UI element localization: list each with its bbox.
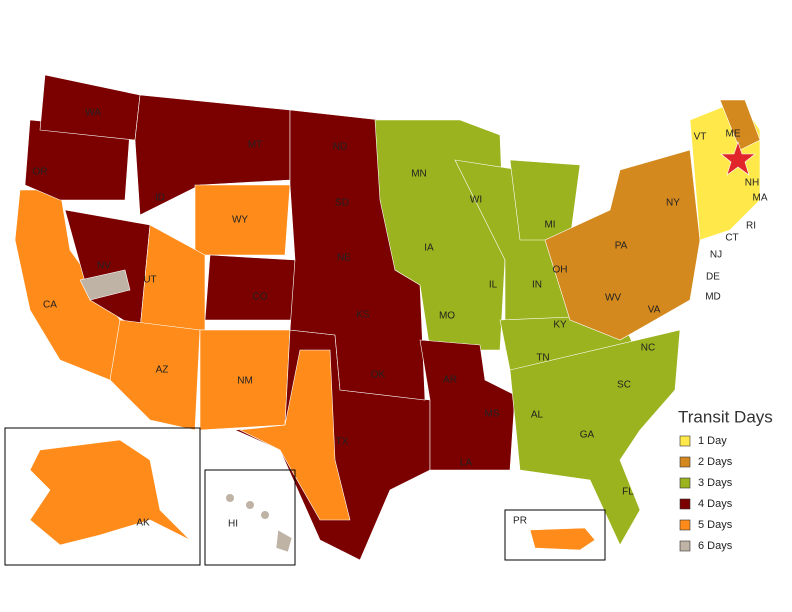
- pr-inset: [504, 509, 606, 561]
- insets: [4, 427, 606, 566]
- alaska-inset: [4, 427, 201, 566]
- region-4: [419, 339, 516, 471]
- state-label: RI: [746, 221, 756, 232]
- hawaii-inset: [204, 469, 296, 566]
- region-3: [509, 329, 681, 546]
- region-6: [261, 511, 269, 519]
- region-6: [246, 501, 254, 509]
- state-label: KS: [356, 310, 370, 321]
- region-6: [226, 494, 234, 502]
- state-label: SD: [335, 198, 349, 209]
- state-label: ND: [333, 142, 347, 153]
- state-label: IL: [489, 280, 498, 291]
- state-label: NY: [666, 198, 680, 209]
- legend-swatch: [679, 435, 691, 447]
- region-5: [194, 184, 291, 256]
- state-label: ME: [726, 129, 741, 140]
- state-label: TN: [536, 353, 549, 364]
- state-label: CO: [253, 292, 268, 303]
- state-label: MI: [544, 220, 555, 231]
- region-6: [275, 529, 293, 553]
- state-label: DE: [706, 272, 720, 283]
- state-label: TX: [336, 437, 349, 448]
- legend-swatch: [679, 519, 691, 531]
- region-4: [204, 254, 296, 321]
- state-label: PR: [513, 516, 527, 527]
- state-label: CA: [43, 300, 57, 311]
- state-label: WY: [232, 215, 248, 226]
- state-label: HI: [228, 519, 238, 530]
- region-5: [238, 349, 351, 521]
- state-label: MN: [411, 169, 427, 180]
- state-label: MS: [485, 409, 500, 420]
- state-label: AK: [136, 518, 150, 529]
- state-label: SC: [617, 380, 631, 391]
- state-label: MO: [439, 311, 455, 322]
- state-label: FL: [622, 487, 634, 498]
- state-label: ID: [155, 193, 165, 204]
- state-label: OR: [33, 167, 48, 178]
- state-label: MT: [248, 140, 262, 151]
- state-label: WI: [470, 195, 482, 206]
- state-label: WV: [605, 293, 621, 304]
- legend-label: 6 Days: [698, 540, 733, 552]
- state-label: AL: [531, 410, 544, 421]
- state-label: VA: [648, 305, 661, 316]
- legend-swatch: [679, 477, 691, 489]
- state-label: NC: [641, 343, 655, 354]
- state-label: AZ: [156, 365, 169, 376]
- legend-swatch: [679, 540, 691, 552]
- state-label: AR: [443, 375, 457, 386]
- state-label: PA: [615, 241, 628, 252]
- legend-label: 5 Days: [698, 519, 733, 531]
- legend-title: Transit Days: [678, 407, 773, 426]
- region-5: [529, 527, 596, 551]
- state-labels: WA OR MT ID WY ND SD NE NV UT CO CA KS MO IA MN WI MI IL IN…: [33, 108, 768, 530]
- region-6: [79, 269, 131, 301]
- legend-label: 4 Days: [698, 498, 733, 510]
- origin-star: [720, 141, 756, 176]
- state-label: IA: [424, 243, 434, 254]
- state-label: CT: [725, 233, 738, 244]
- legend-label: 2 Days: [698, 456, 733, 468]
- state-label: NV: [97, 261, 111, 272]
- state-label: MA: [753, 193, 768, 204]
- state-label: MD: [705, 292, 721, 303]
- state-label: NJ: [710, 250, 722, 261]
- legend-label: 1 Day: [698, 435, 727, 447]
- legend: 1 Day 2 Days 3 Days 4 Days 5 Days 6 Days: [679, 435, 733, 552]
- legend-label: 3 Days: [698, 477, 733, 489]
- region-2: [719, 99, 761, 151]
- state-label: GA: [580, 430, 595, 441]
- legend-swatch: [679, 456, 691, 468]
- state-label: UT: [143, 275, 156, 286]
- state-label: WA: [85, 108, 101, 119]
- state-label: IN: [532, 280, 542, 291]
- state-label: LA: [460, 458, 473, 469]
- state-label: OK: [371, 370, 386, 381]
- state-label: VT: [694, 132, 707, 143]
- regions: [14, 74, 761, 561]
- state-label: NM: [237, 376, 253, 387]
- region-5: [29, 439, 191, 546]
- region-5: [109, 319, 201, 431]
- state-label: NH: [745, 178, 759, 189]
- state-label: NE: [337, 253, 351, 264]
- state-label: OH: [553, 265, 568, 276]
- state-label: KY: [553, 320, 567, 331]
- legend-swatch: [679, 498, 691, 510]
